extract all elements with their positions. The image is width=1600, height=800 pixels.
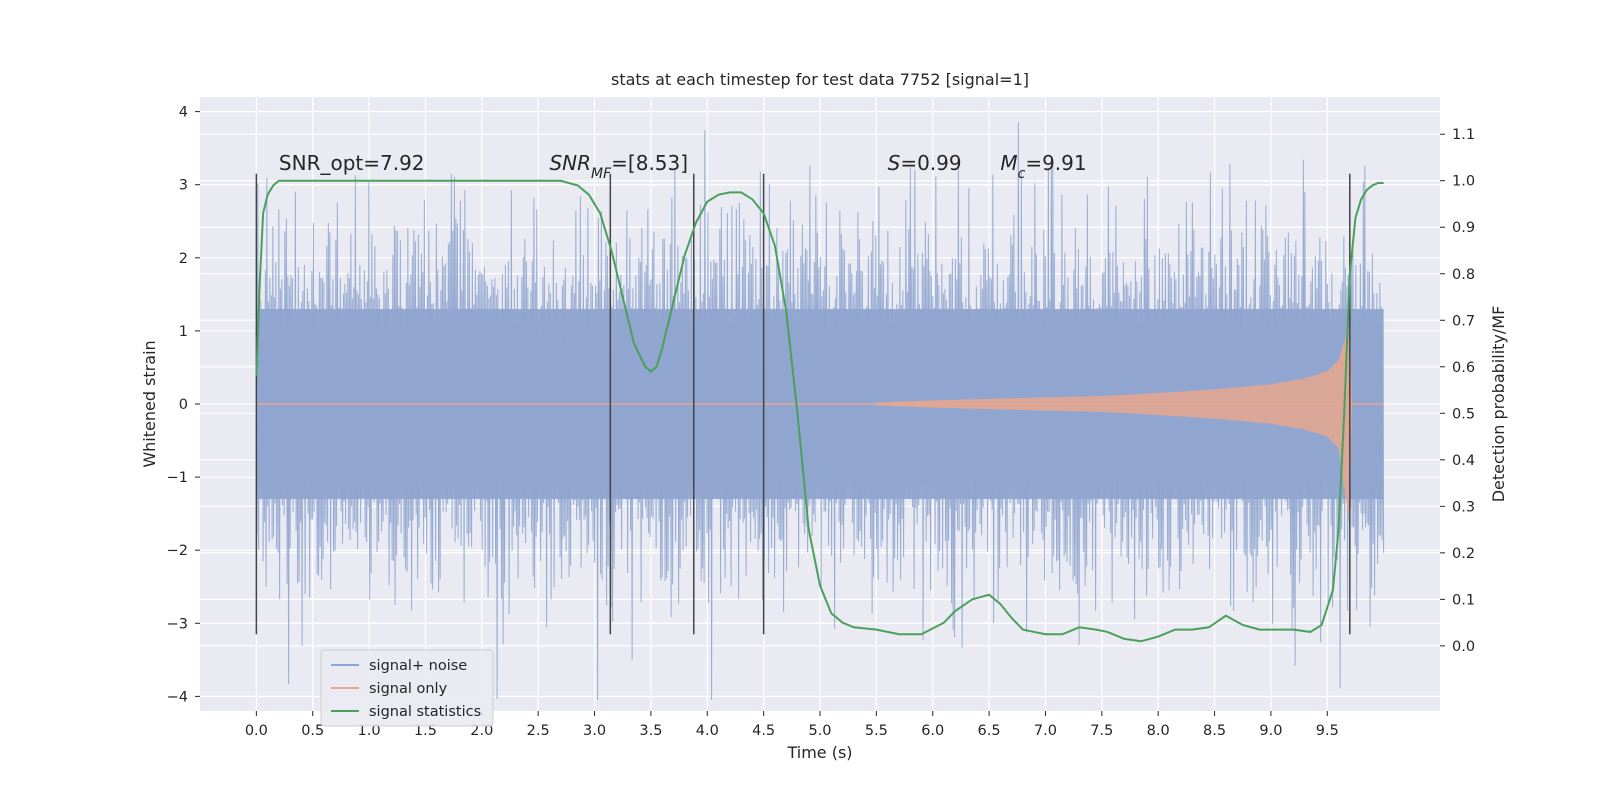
y2-tick-label: 1.0 <box>1452 174 1475 190</box>
legend-label: signal only <box>369 681 448 697</box>
y2-tick-label: 0.2 <box>1452 546 1475 562</box>
y2-tick-label: 0.5 <box>1452 406 1475 422</box>
annotation-snr-opt: SNR_opt=7.92 <box>279 151 425 175</box>
x-tick-label: 1.0 <box>358 723 381 739</box>
x-tick-label: 7.0 <box>1034 723 1057 739</box>
legend-label: signal statistics <box>369 704 481 720</box>
y-tick-label: −2 <box>167 543 188 559</box>
x-tick-label: 9.0 <box>1259 723 1282 739</box>
y2-tick-label: 0.9 <box>1452 220 1475 236</box>
annotations: SNR_opt=7.92 SNRMF=[8.53] S=0.99 Mc=9.91 <box>279 151 1087 182</box>
x-tick-label: 4.0 <box>696 723 719 739</box>
y-axis-left: 4 3 2 1 0 −1 −2 −3 −4 <box>167 105 200 705</box>
x-tick-label: 3.0 <box>583 723 606 739</box>
x-tick-label: 2.0 <box>470 723 493 739</box>
annotation-mc-value: Mc=9.91 <box>1000 151 1086 182</box>
x-tick-label: 6.0 <box>921 723 944 739</box>
x-tick-label: 8.0 <box>1147 723 1170 739</box>
x-tick-label: 9.5 <box>1316 723 1339 739</box>
marker-lines <box>255 173 1351 635</box>
y2-axis-label: Detection probability/MF <box>1489 306 1508 503</box>
legend: signal+ noise signal only signal statistic… <box>320 649 494 727</box>
y-tick-label: 2 <box>179 251 188 267</box>
x-tick-label: 8.5 <box>1203 723 1226 739</box>
y2-tick-label: 0.3 <box>1452 499 1475 515</box>
y2-tick-label: 0.8 <box>1452 267 1475 283</box>
x-axis: 0.0 0.5 1.0 1.5 2.0 2.5 3.0 3.5 4.0 4.5 5.0 5.5 6.0 6… <box>245 711 1339 739</box>
signal-only-series <box>256 316 1384 527</box>
y-tick-label: −4 <box>167 689 188 705</box>
legend-label: signal+ noise <box>369 658 467 674</box>
y-tick-label: 4 <box>179 105 188 121</box>
chirp-envelope <box>876 316 1353 527</box>
y2-tick-label: 1.1 <box>1452 127 1475 143</box>
y2-tick-label: 0.1 <box>1452 592 1475 608</box>
y2-tick-label: 0.6 <box>1452 360 1475 376</box>
y2-tick-label: 0.4 <box>1452 453 1475 469</box>
annotation-snr-mf: SNRMF=[8.53] <box>549 151 688 182</box>
y2-tick-label: 0.0 <box>1452 639 1475 655</box>
x-tick-label: 6.5 <box>978 723 1001 739</box>
x-tick-label: 0.0 <box>245 723 268 739</box>
x-tick-label: 4.5 <box>752 723 775 739</box>
y-tick-label: −3 <box>167 616 188 632</box>
x-tick-label: 5.0 <box>808 723 831 739</box>
x-tick-label: 2.5 <box>527 723 550 739</box>
legend-box <box>320 649 494 727</box>
x-tick-label: 3.5 <box>639 723 662 739</box>
y-tick-label: −1 <box>167 470 188 486</box>
x-tick-label: 1.5 <box>414 723 437 739</box>
y2-tick-label: 0.7 <box>1452 313 1475 329</box>
y-axis-label: Whitened strain <box>140 340 159 467</box>
x-tick-label: 7.5 <box>1090 723 1113 739</box>
signal-statistics-line <box>255 179 1384 643</box>
x-tick-label: 0.5 <box>301 723 324 739</box>
y-tick-label: 3 <box>179 178 188 194</box>
chart-title: stats at each timestep for test data 775… <box>611 70 1029 89</box>
x-tick-label: 5.5 <box>865 723 888 739</box>
y-axis-right: 1.1 1.0 0.9 0.8 0.7 0.6 0.5 0.4 0.3 0.2 0.1 0.0 <box>1440 127 1475 655</box>
x-axis-label: Time (s) <box>786 743 852 762</box>
y-tick-label: 1 <box>179 324 188 340</box>
y-tick-label: 0 <box>179 397 188 413</box>
annotation-s-value: S=0.99 <box>888 151 962 175</box>
